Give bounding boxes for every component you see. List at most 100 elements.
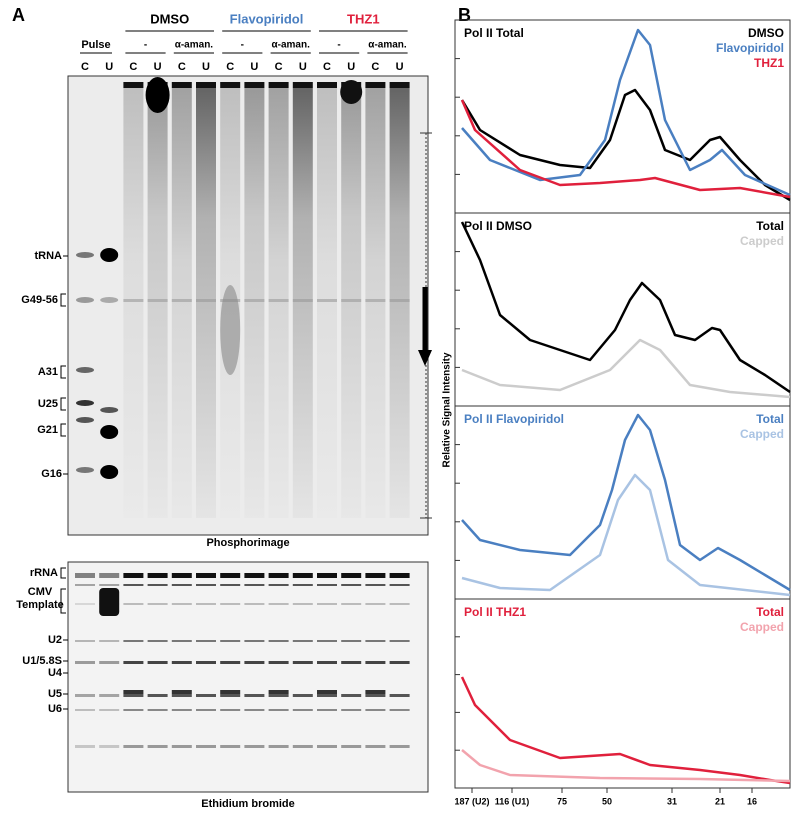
band xyxy=(147,745,168,748)
band xyxy=(220,603,241,605)
band xyxy=(123,661,144,664)
band xyxy=(317,573,337,578)
band xyxy=(171,299,192,302)
plot-title: Pol II Flavopiridol xyxy=(464,412,564,426)
legend-entry: Capped xyxy=(740,234,784,248)
band xyxy=(196,573,216,578)
band xyxy=(268,640,289,642)
lane-label: C xyxy=(178,61,186,73)
trace xyxy=(460,88,791,202)
x-tick-label: 21 xyxy=(715,796,725,806)
band xyxy=(123,299,144,302)
band xyxy=(76,467,94,473)
condition-label: - xyxy=(241,40,244,51)
band xyxy=(123,584,144,586)
band xyxy=(76,400,94,406)
trace xyxy=(461,749,791,783)
band xyxy=(220,709,241,711)
band xyxy=(268,603,289,605)
band xyxy=(147,299,168,302)
plot-frame xyxy=(454,598,791,789)
band xyxy=(317,299,337,302)
marker-bracket xyxy=(60,293,66,307)
band xyxy=(317,661,337,664)
band xyxy=(147,603,168,605)
band xyxy=(147,573,168,578)
lane-smear xyxy=(196,88,216,518)
band xyxy=(100,248,119,262)
plot-title: Pol II DMSO xyxy=(464,219,532,233)
band xyxy=(389,709,410,711)
band xyxy=(292,694,313,697)
smear xyxy=(220,285,241,375)
x-tick-label: 187 (U2) xyxy=(454,796,489,806)
band xyxy=(220,745,241,748)
band xyxy=(76,367,94,373)
lane-smear xyxy=(123,88,144,518)
well xyxy=(220,82,241,88)
marker-label: tRNA xyxy=(35,250,63,262)
marker-bracket xyxy=(60,397,66,411)
legend-entry: Flavopiridol xyxy=(716,41,784,55)
marker-bracket xyxy=(60,567,66,579)
band xyxy=(171,690,192,694)
band xyxy=(147,661,168,664)
band xyxy=(123,709,144,711)
legend-entry: Capped xyxy=(740,620,784,634)
band xyxy=(171,694,192,697)
marker-label: U2 xyxy=(48,634,62,646)
condition-label: - xyxy=(144,40,147,51)
band xyxy=(268,584,289,586)
band xyxy=(196,694,216,697)
lane-label: U xyxy=(299,61,307,73)
band xyxy=(317,690,337,694)
band xyxy=(147,694,168,697)
band xyxy=(268,745,289,748)
band xyxy=(365,709,386,711)
band xyxy=(292,299,313,302)
x-tick-label: 116 (U1) xyxy=(495,796,530,806)
well xyxy=(268,82,289,88)
panel-label: A xyxy=(12,5,25,25)
lane-label: U xyxy=(347,61,355,73)
lane-label: U xyxy=(202,61,210,73)
band xyxy=(317,640,337,642)
band xyxy=(244,584,265,586)
well xyxy=(196,82,216,88)
band xyxy=(292,584,313,586)
band xyxy=(244,661,265,664)
band xyxy=(75,661,95,664)
band xyxy=(99,745,120,748)
legend-entry: Total xyxy=(756,412,784,426)
trace xyxy=(461,413,791,592)
band xyxy=(99,709,120,711)
band xyxy=(341,694,362,697)
lane-label: C xyxy=(226,61,234,73)
band xyxy=(389,694,410,697)
x-tick-label: 31 xyxy=(667,796,677,806)
band xyxy=(244,299,265,302)
band xyxy=(317,603,337,605)
band xyxy=(196,584,216,586)
band xyxy=(244,694,265,697)
marker-label: G16 xyxy=(41,468,62,480)
band xyxy=(99,694,120,697)
band xyxy=(268,690,289,694)
band xyxy=(171,584,192,586)
ethidium-gel xyxy=(67,561,429,793)
trace xyxy=(461,473,791,597)
band xyxy=(365,745,386,748)
band xyxy=(365,299,386,302)
trace xyxy=(461,338,791,399)
band xyxy=(196,661,216,664)
band xyxy=(389,661,410,664)
marker-bracket xyxy=(60,365,66,379)
band xyxy=(389,299,410,302)
arrow-head xyxy=(418,350,432,366)
band xyxy=(389,584,410,586)
band xyxy=(292,603,313,605)
band xyxy=(76,297,94,303)
condition-label: α-aman. xyxy=(175,40,214,51)
